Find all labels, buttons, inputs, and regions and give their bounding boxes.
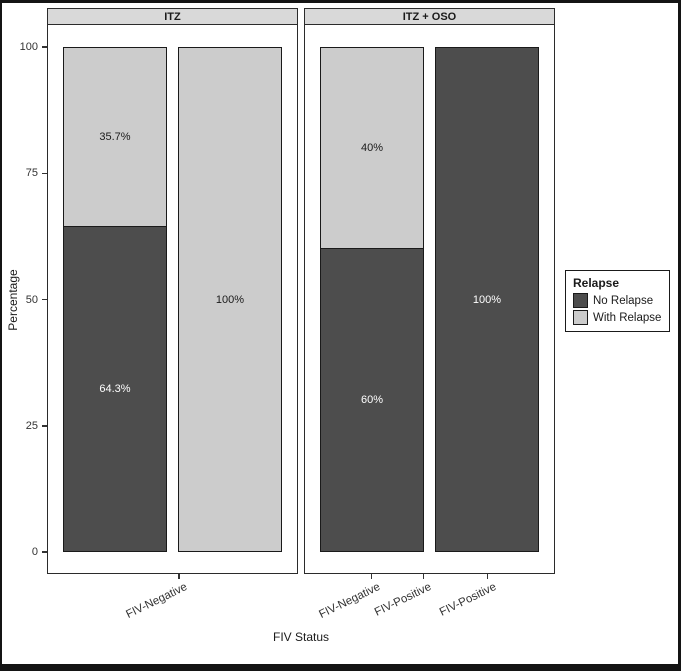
y-tick-label: 100 [19,41,38,53]
legend-item-label: No Relapse [593,294,654,307]
y-tick-mark [42,46,47,48]
bar-segment: 35.7% [63,47,167,228]
y-tick-label: 25 [25,419,38,432]
facets-row: ITZ 35.7% 64.3% 100% FIV-Negative FIV-Positiv… [47,8,555,621]
y-tick-mark [42,298,47,301]
bar: 40% 60% [320,47,424,552]
y-tick-mark [42,425,47,427]
x-tick [486,574,489,579]
y-tick-label: 75 [25,167,38,180]
bar-segment-label: 40% [360,142,384,154]
facet-strip-label: ITZ + OSO [304,8,555,25]
bar-segment-label: 35.7% [99,131,131,144]
legend-swatch [573,310,588,325]
bar-segment: 100% [178,47,282,552]
y-tick-mark [42,551,47,553]
legend-title: Relapse [573,276,620,290]
legend-swatch [573,293,588,308]
facet-panel: 35.7% 64.3% 100% [47,25,298,574]
x-tick-label: FIV-Negative [124,581,250,621]
y-tick-label: 50 [25,293,38,306]
x-tick [370,574,373,579]
facet-panel: 40% 60% 100% [304,25,555,574]
bar-segment-label: 60% [360,394,384,406]
x-tick-label-text: FIV-Negative [316,581,382,621]
bar-segment: 60% [320,249,424,552]
bar-segment: 100% [435,47,539,552]
bar-segment: 40% [320,47,424,249]
bar-segment: 64.3% [63,227,167,552]
x-tick [422,574,424,579]
bar-segment-label: 100% [472,293,502,306]
legend-item: With Relapse [573,310,661,325]
bar: 100% [178,47,282,552]
x-tick [178,574,180,579]
y-tick-mark [42,172,47,174]
legend-item: No Relapse [573,293,661,308]
bar-segment-label: 100% [215,293,245,306]
x-tick-label: FIV-Negative [317,581,443,621]
plot-area: 40% 60% 100% [305,47,554,552]
y-tick-label: 0 [31,546,38,558]
bar: 35.7% 64.3% [63,47,167,552]
bar-segment-label: 64.3% [99,383,131,396]
plot-area: 35.7% 64.3% 100% [48,47,297,552]
legend-item-label: With Relapse [593,311,662,324]
facet: ITZ 35.7% 64.3% 100% FIV-Negative FIV-Positiv… [47,8,434,621]
legend-items: No Relapse With Relapse [573,293,661,325]
legend: Relapse No Relapse With Relapse [565,270,671,332]
x-axis-title: FIV Status [272,630,330,644]
facet-strip-label: ITZ [47,8,298,25]
x-tick-label-text: FIV-Negative [123,581,190,621]
facet: ITZ + OSO 40% 60% 100% FIV-Negative FIV-Posit… [304,8,555,621]
bar: 100% [435,47,539,552]
x-tick-label: FIV-Positive [437,581,554,619]
